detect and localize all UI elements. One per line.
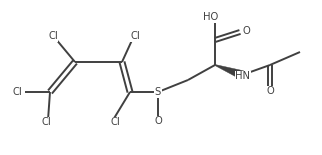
Text: Cl: Cl (48, 31, 58, 41)
Text: Cl: Cl (41, 117, 51, 127)
Polygon shape (215, 64, 243, 79)
Text: HO: HO (204, 12, 219, 22)
Text: O: O (242, 26, 250, 36)
Text: Cl: Cl (110, 117, 120, 127)
Text: HN: HN (235, 71, 251, 81)
Text: O: O (154, 116, 162, 126)
Text: S: S (155, 87, 161, 97)
Text: Cl: Cl (12, 87, 22, 97)
Text: Cl: Cl (130, 31, 140, 41)
Text: O: O (266, 86, 274, 96)
